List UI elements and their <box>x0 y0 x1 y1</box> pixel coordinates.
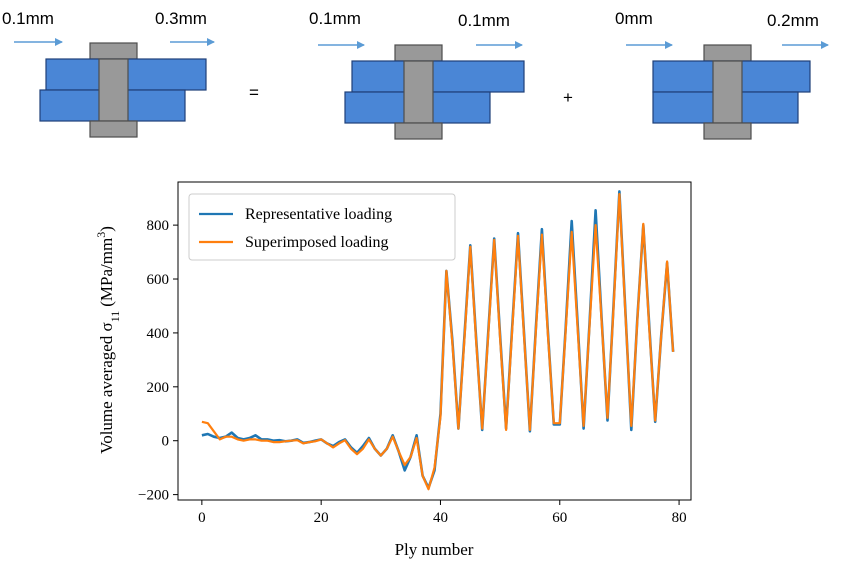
panel-3-bolt-head <box>703 44 752 62</box>
plot-frame <box>177 181 692 501</box>
series-lines <box>201 190 675 491</box>
y-axis: −200 0 200 400 600 800 <box>138 218 178 504</box>
plus-sign: + <box>563 88 573 107</box>
y-tick-label: 400 <box>147 326 170 342</box>
y-tick-label: 600 <box>147 272 170 288</box>
panel-3-left-displacement: 0mm <box>615 9 653 28</box>
panel-3-bolt-nut <box>703 122 752 140</box>
joint-panel-1: 0.1mm 0.3mm <box>2 9 215 138</box>
y-tick-label: 200 <box>147 380 170 396</box>
joint-diagram: 0.1mm 0.3mm = 0.1mm 0.1mm + 0mm <box>2 9 829 140</box>
panel-2-right-displacement: 0.1mm <box>458 11 510 30</box>
legend-label-superimposed: Superimposed loading <box>245 234 389 251</box>
x-tick-label: 60 <box>552 510 567 526</box>
x-tick-label: 80 <box>672 510 687 526</box>
panel-3-right-displacement: 0.2mm <box>767 11 819 30</box>
panel-2-left-displacement: 0.1mm <box>309 9 361 28</box>
panel-2-bolt-head <box>394 44 443 62</box>
x-tick-label: 0 <box>198 510 206 526</box>
y-tick-label: 0 <box>162 434 170 450</box>
panel-1-left-displacement: 0.1mm <box>2 9 54 28</box>
y-tick-label: −200 <box>138 488 169 504</box>
legend-box <box>188 193 456 261</box>
x-axis-label: Ply number <box>395 540 474 559</box>
x-tick-label: 40 <box>433 510 448 526</box>
y-axis-label: Volume averaged σ11(MPa/mm3) <box>94 226 122 454</box>
legend: Representative loading Superimposed load… <box>188 193 456 261</box>
panel-1-right-displacement: 0.3mm <box>155 9 207 28</box>
panel-2-bolt-shank <box>403 60 434 124</box>
y-tick-label: 800 <box>147 218 170 234</box>
joint-panel-3: 0mm 0.2mm <box>615 9 829 140</box>
panel-2-bolt-nut <box>394 122 443 140</box>
series-line-superimposed <box>201 193 675 491</box>
stress-chart: 0 20 40 60 80 −200 0 200 400 600 800 Ply number V… <box>94 181 692 559</box>
panel-1-bolt-shank <box>98 58 129 122</box>
x-axis: 0 20 40 60 80 <box>198 500 687 526</box>
panel-3-bolt-shank <box>712 60 743 124</box>
x-tick-label: 20 <box>314 510 329 526</box>
legend-label-representative: Representative loading <box>245 206 392 223</box>
panel-1-bolt-head <box>89 42 138 60</box>
joint-panel-2: 0.1mm 0.1mm <box>309 9 525 140</box>
equals-sign: = <box>249 83 259 102</box>
panel-1-bolt-nut <box>89 120 138 138</box>
panel-2-top-plate <box>351 60 525 93</box>
